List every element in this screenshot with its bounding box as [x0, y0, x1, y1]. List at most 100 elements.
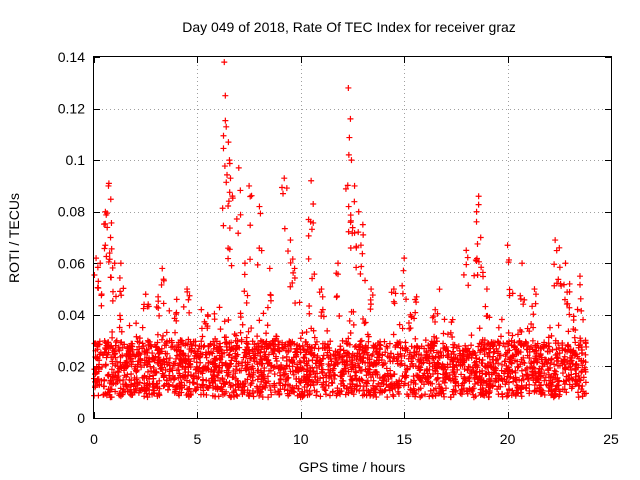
data-point	[395, 390, 402, 397]
data-point	[521, 360, 528, 367]
data-point	[160, 332, 167, 339]
data-point	[487, 363, 494, 370]
data-point	[257, 352, 264, 359]
data-point	[359, 392, 366, 399]
data-point	[228, 339, 235, 346]
data-point	[287, 237, 294, 244]
data-point	[399, 282, 406, 289]
data-point	[574, 306, 581, 313]
data-point	[432, 354, 439, 361]
data-point	[441, 316, 448, 323]
data-point	[141, 393, 148, 400]
data-point	[379, 377, 386, 384]
data-point	[512, 374, 519, 381]
data-point	[497, 383, 504, 390]
data-point	[353, 386, 360, 393]
data-point	[534, 340, 541, 347]
data-point	[341, 382, 348, 389]
data-point	[575, 389, 582, 396]
data-point	[263, 338, 270, 345]
data-point	[233, 215, 240, 222]
data-point	[492, 375, 499, 382]
data-point	[486, 314, 493, 321]
data-point	[113, 376, 120, 383]
data-point	[487, 345, 494, 352]
data-point	[486, 375, 493, 382]
data-point	[447, 329, 454, 336]
data-point	[244, 292, 251, 299]
data-point	[221, 59, 228, 66]
data-point	[522, 384, 529, 391]
data-point	[449, 356, 456, 363]
data-point	[532, 291, 539, 298]
data-point	[203, 354, 210, 361]
data-point	[389, 391, 396, 398]
data-point	[494, 372, 501, 379]
data-point	[468, 368, 475, 375]
data-point	[451, 341, 458, 348]
data-point	[248, 325, 255, 332]
data-point	[417, 356, 424, 363]
data-point	[131, 374, 138, 381]
data-point	[143, 362, 150, 369]
data-point	[519, 260, 526, 267]
data-point	[501, 343, 508, 350]
data-point	[352, 375, 359, 382]
data-point	[444, 347, 451, 354]
data-point	[482, 303, 489, 310]
data-point	[533, 388, 540, 395]
data-point	[171, 346, 178, 353]
data-point	[273, 335, 280, 342]
data-point	[219, 391, 226, 398]
y-tick-label: 0.14	[58, 49, 85, 65]
data-point	[561, 361, 568, 368]
data-point	[567, 346, 574, 353]
data-point	[117, 288, 124, 295]
data-point	[306, 310, 313, 317]
data-point	[323, 391, 330, 398]
data-point	[533, 343, 540, 350]
data-point	[337, 373, 344, 380]
data-point	[477, 392, 484, 399]
data-point	[405, 320, 412, 327]
data-point	[446, 375, 453, 382]
data-point	[220, 132, 227, 139]
data-point	[228, 262, 235, 269]
data-point	[306, 303, 313, 310]
data-point	[257, 337, 264, 344]
data-point	[164, 386, 171, 393]
data-point	[344, 182, 351, 189]
data-point	[325, 382, 332, 389]
data-point	[285, 381, 292, 388]
data-point	[553, 280, 560, 287]
data-point	[251, 352, 258, 359]
data-point	[276, 369, 283, 376]
data-point	[242, 378, 249, 385]
data-point	[150, 375, 157, 382]
data-point	[99, 352, 106, 359]
data-point	[484, 353, 491, 360]
data-point	[186, 309, 193, 316]
data-point	[548, 332, 555, 339]
data-point	[216, 340, 223, 347]
data-point	[551, 361, 558, 368]
data-point	[116, 347, 123, 354]
data-point	[496, 352, 503, 359]
data-point	[107, 196, 114, 203]
data-point	[229, 193, 236, 200]
data-point	[310, 327, 317, 334]
data-point	[436, 384, 443, 391]
data-point	[512, 367, 519, 374]
data-point	[211, 310, 218, 317]
data-point	[103, 342, 110, 349]
data-point	[109, 264, 116, 271]
data-point	[178, 389, 185, 396]
data-point	[514, 385, 521, 392]
data-point	[163, 340, 170, 347]
data-point	[230, 345, 237, 352]
data-point	[136, 343, 143, 350]
data-point	[576, 382, 583, 389]
data-point	[163, 355, 170, 362]
data-point	[406, 325, 413, 332]
data-point	[235, 383, 242, 390]
